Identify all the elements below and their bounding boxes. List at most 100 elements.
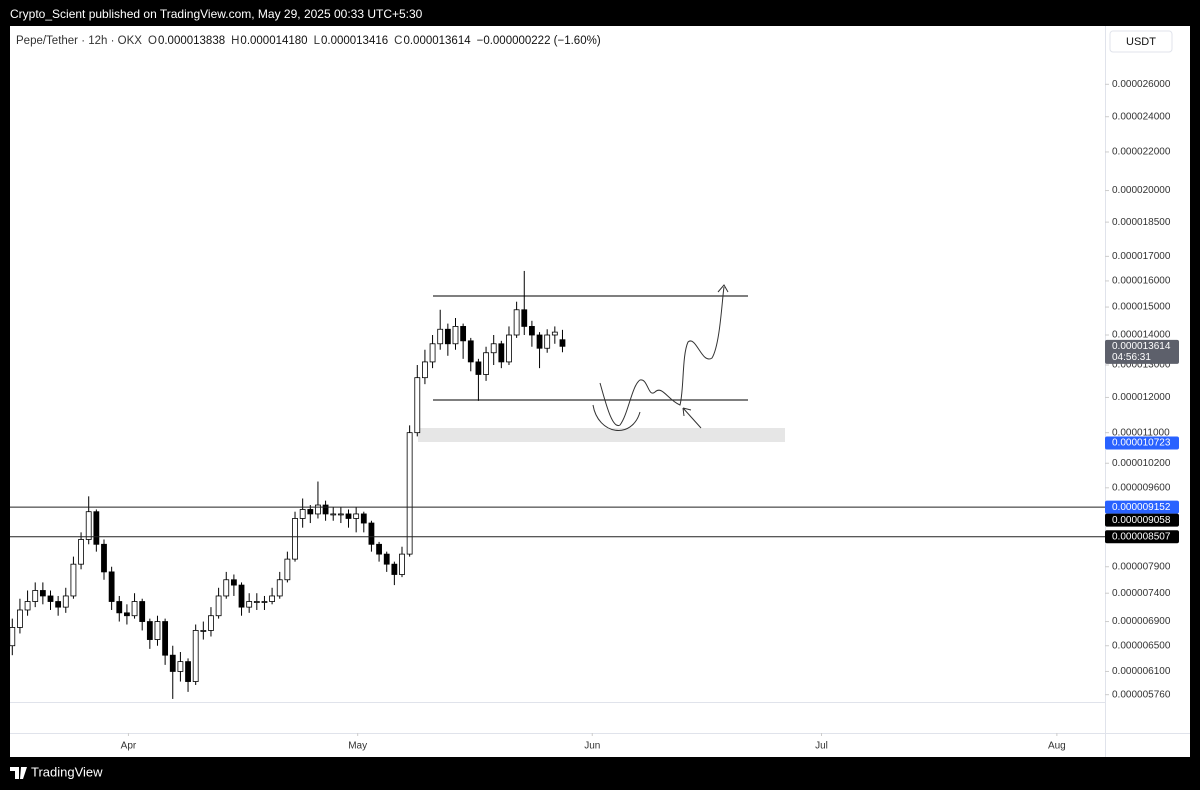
ohlc-value: 0.000014180: [240, 35, 307, 47]
candle-body: [292, 518, 298, 560]
candle-body: [506, 334, 512, 363]
currency-button[interactable]: [1109, 30, 1173, 53]
candle-body: [368, 522, 375, 545]
x-tick-label: Jul: [815, 741, 828, 752]
y-tick-label: 0.000020000: [1112, 185, 1171, 196]
candle-body: [330, 513, 337, 516]
candle-body: [460, 326, 467, 342]
y-tick-label: 0.000005760: [1112, 689, 1171, 700]
y-tick-label: 0.000007900: [1112, 561, 1171, 572]
price-label-box: [1105, 339, 1179, 364]
candle-body: [360, 513, 367, 524]
price-label-box: [1105, 513, 1179, 527]
candle-body: [483, 352, 489, 375]
y-tick-label: 0.000022000: [1112, 147, 1171, 158]
price-label: 0.000013614: [1112, 341, 1171, 352]
candle-body: [337, 513, 344, 516]
ohlc-value: 0.000013614: [403, 35, 471, 47]
candle-body: [185, 661, 191, 682]
y-tick-label: 0.000024000: [1112, 111, 1171, 122]
candle-body: [246, 601, 253, 608]
y-tick-label: 0.000015000: [1112, 302, 1171, 313]
candle-body: [529, 326, 535, 336]
y-tick-label: 0.000017000: [1112, 251, 1171, 262]
candle-body: [215, 595, 222, 617]
candle-body: [47, 595, 54, 602]
candle-body: [422, 361, 428, 379]
candle-body: [490, 343, 497, 354]
candle-body: [452, 326, 459, 345]
candle-body: [85, 511, 92, 540]
ohlc-legend: O 0.000013838 H 0.000014180 L 0.000013416 C 0.0…: [148, 35, 601, 47]
x-tick-label: Aug: [1048, 741, 1066, 752]
candle-body: [177, 661, 184, 672]
sketch-arrowhead: [717, 284, 729, 293]
change: −0.000000222 (−1.60%): [477, 35, 601, 47]
currency[interactable]: USDT: [1126, 36, 1156, 48]
candle-body: [544, 334, 551, 349]
candle-body: [376, 543, 382, 555]
x-tick-label: Apr: [121, 741, 137, 752]
pointer-arrow: [682, 407, 702, 429]
ohlc-key: H: [231, 35, 239, 47]
y-tick-label: 0.000006900: [1112, 616, 1171, 627]
candle-body: [444, 328, 451, 345]
chart-pane: [10, 26, 1190, 757]
y-tick-label: 0.000010200: [1112, 458, 1171, 469]
zone-box: [418, 428, 785, 442]
candle-body: [101, 543, 107, 573]
candle-body: [200, 630, 207, 632]
ohlc-value: 0.000013838: [158, 35, 225, 47]
ohlc-key: L: [314, 35, 321, 47]
y-tick-label: 0.000026000: [1112, 79, 1171, 90]
y-tick-label: 0.000011000: [1112, 427, 1170, 438]
y-tick-label: 0.000014000: [1112, 330, 1171, 341]
y-tick-label: 0.000016000: [1112, 276, 1171, 287]
candle-body: [78, 539, 84, 565]
candle-body: [131, 601, 138, 617]
projection-sketch: [599, 286, 725, 426]
cup-sketch: [592, 404, 641, 431]
candle-body: [498, 343, 505, 363]
y-tick-label: 0.000007400: [1112, 588, 1171, 599]
candle-body: [17, 609, 23, 628]
price-label: 0.000009058: [1112, 515, 1171, 526]
candle-body: [9, 627, 16, 647]
candle-body: [253, 601, 260, 603]
ohlc-value: 0.000013416: [321, 35, 388, 47]
candle-body: [276, 579, 283, 597]
price-label-box: [1105, 530, 1179, 544]
candle-body: [116, 601, 123, 614]
candle-body: [261, 601, 268, 603]
candle-body: [536, 334, 543, 349]
candle-body: [414, 377, 421, 434]
brand-logo: [10, 767, 27, 779]
candle-body: [475, 361, 482, 375]
candle-body: [238, 584, 245, 608]
candle-body: [429, 343, 436, 363]
candle-body: [383, 553, 390, 565]
candle-body: [513, 309, 520, 336]
candle-body: [208, 615, 214, 631]
y-tick-label: 0.000006500: [1112, 640, 1171, 651]
candle-body: [284, 558, 291, 581]
price-label: 0.000009152: [1112, 502, 1171, 513]
candle-body: [391, 563, 398, 575]
y-tick-label: 0.000009600: [1112, 482, 1171, 493]
candle-body: [70, 563, 77, 597]
candle-body: [62, 595, 69, 608]
candle-body: [124, 612, 130, 617]
candle-body: [162, 621, 169, 656]
y-tick-label: 0.000006100: [1112, 666, 1171, 677]
candle-body: [93, 511, 100, 545]
ohlc-key: C: [394, 35, 402, 47]
candle-body: [192, 630, 199, 682]
candle-body: [139, 601, 146, 622]
symbol-info: Pepe/Tether · 12h · OKX: [16, 35, 142, 47]
candle-body: [315, 504, 321, 515]
publish-caption: Crypto_Scient published on TradingView.c…: [10, 7, 423, 21]
candle-body: [24, 601, 31, 611]
candle-body: [437, 328, 444, 345]
